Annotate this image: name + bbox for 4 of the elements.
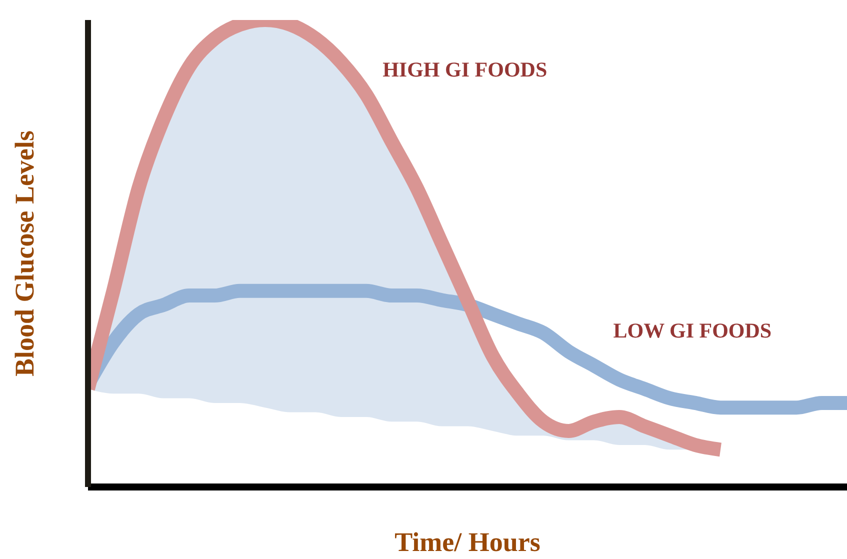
- x-axis-title: Time/ Hours: [394, 527, 540, 557]
- series-label: LOW GI FOODS: [613, 318, 772, 343]
- y-axis-title: Blood Glucose Levels: [10, 130, 40, 377]
- series-label: HIGH GI FOODS: [382, 57, 548, 82]
